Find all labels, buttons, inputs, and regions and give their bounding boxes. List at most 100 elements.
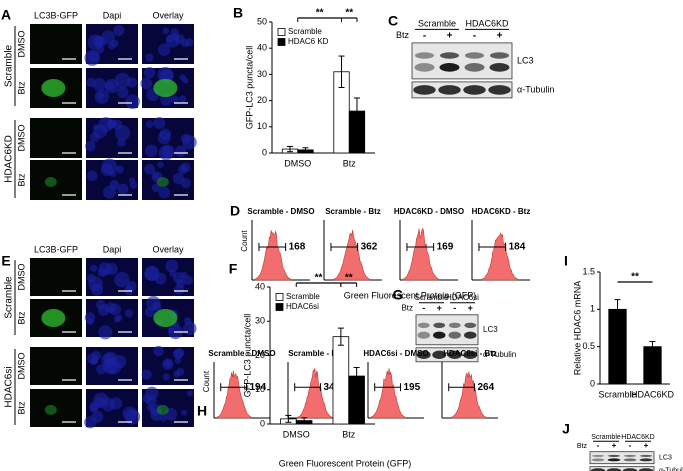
group-label: HDAC6KD [4,135,15,183]
legend-label: HDAC6 KD [288,37,329,46]
panel-label: I [564,253,568,269]
band [591,458,605,462]
y-tick-label: 40 [257,43,267,53]
nucleus [93,124,100,131]
y-tick-label: 40 [255,281,265,291]
nucleus [157,43,171,57]
nucleus [170,28,179,37]
significance: ** [316,8,324,19]
gate-value: 264 [477,382,494,393]
gfp-signal [41,79,66,97]
nucleus [110,39,119,48]
nucleus [174,348,185,358]
gate-value: 169 [437,242,454,253]
gate-value: 195 [403,382,420,393]
nucleus [115,165,124,174]
nucleus [102,185,117,199]
nucleus [169,270,177,277]
error-bar [337,327,344,346]
nucleus [94,89,110,104]
nucleus [174,357,182,364]
nucleus [98,117,114,132]
band-label: LC3 [517,55,534,65]
band [413,85,436,95]
blot-group: HDAC6si [446,293,479,302]
micrograph [30,160,82,200]
micrograph [86,347,138,385]
blot-tubulin [411,81,513,99]
column-header: LC3B-GFP [34,10,78,20]
gfp-signal [153,79,178,97]
x-tick-label: HDAC6KD [631,389,675,399]
micrograph [86,258,138,296]
nucleus [162,27,170,35]
micrograph [142,116,197,161]
band-label: LC3 [483,325,498,334]
x-tick-label: Btz [343,158,357,168]
flow-y-label: Count [202,370,211,392]
y-tick-label: 50 [257,16,267,26]
band-label: α-Tubulin [483,350,516,359]
nucleus [97,304,110,316]
micrograph [142,295,197,340]
gfp-signal [44,404,57,415]
band [433,322,446,328]
histogram-shape [254,230,292,281]
nucleus [181,409,188,416]
nucleus [152,302,162,312]
band [464,63,485,72]
image [30,118,82,158]
treatment-sign: + [437,303,442,313]
band [623,458,637,462]
row-label: DMSO [16,353,26,380]
column-header: Overlay [152,10,184,20]
nucleus [180,162,191,173]
significance: ** [345,273,353,284]
nucleus [186,390,194,397]
micrograph [85,117,138,158]
band [417,331,430,339]
flow-title: HDAC6si - Btz [443,349,497,358]
x-tick-label: DMSO [283,429,310,439]
x-tick-label: Scramble [598,389,636,399]
nucleus [152,173,159,180]
nucleus [122,406,138,422]
legend-swatch [275,303,284,311]
nucleus [153,116,166,129]
band [415,52,434,59]
nucleus [179,74,186,81]
band-label: α-Tubulin [517,84,554,94]
band [465,52,484,59]
flow-title: Scramble - Btz [325,207,381,216]
nucleus [180,271,188,279]
blot-lc3 [415,314,479,346]
treatment-label: Btz [401,304,413,313]
y-axis-label: GFP-LC3 puncta/cell [242,314,252,398]
blot-group: HDAC6KD [621,434,654,441]
row-label: DMSO [16,264,26,291]
micrograph [30,258,82,296]
nucleus [165,34,180,48]
blot-group: Scramble [591,434,621,441]
row-label: DMSO [16,125,26,152]
y-tick-label: 20 [257,95,267,105]
bar [608,308,627,385]
histogram-shape [451,371,487,419]
error-bar [649,340,656,353]
flow-title: HDAC6KD - DMSO [394,207,464,216]
error-bar [353,366,360,386]
panel-label: B [233,5,243,21]
x-tick-label: DMSO [284,158,311,168]
nucleus [114,271,130,288]
micrograph [30,118,82,158]
nucleus [165,259,179,273]
nucleus [160,93,173,106]
y-tick-label: 0 [590,378,595,388]
nucleus [101,30,115,45]
nucleus [140,77,153,90]
flow-title: Scramble - DMSO [247,207,314,216]
treatment-sign: - [422,303,425,313]
error-bar [301,417,308,424]
nucleus [114,72,131,89]
